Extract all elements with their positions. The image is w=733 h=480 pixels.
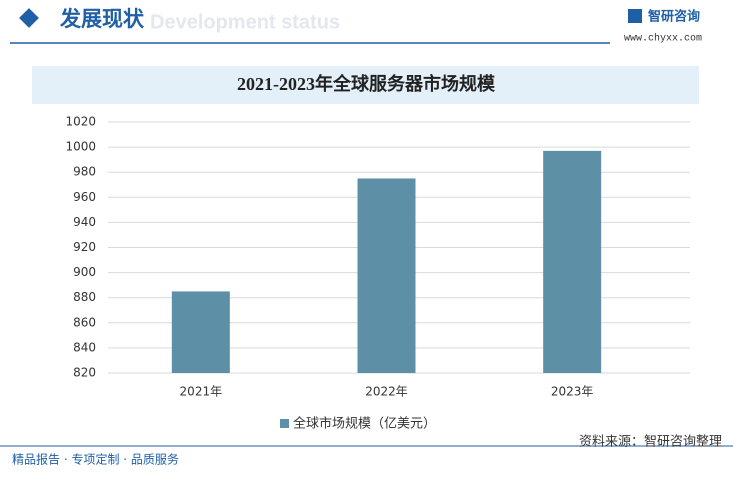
- bar: [543, 150, 602, 373]
- x-tick-label: 2023年: [551, 385, 594, 399]
- footer-slogan: 精品报告 · 专项定制 · 品质服务: [12, 452, 179, 467]
- y-tick-label: 880: [73, 290, 96, 304]
- y-tick-label: 920: [73, 240, 96, 254]
- bar: [171, 291, 230, 373]
- footer-source: 资料来源：智研咨询整理: [579, 435, 722, 450]
- brand: 智研咨询: [648, 9, 700, 25]
- legend-swatch: [280, 419, 289, 428]
- x-tick-label: 2022年: [365, 385, 408, 399]
- y-tick-label: 900: [73, 265, 96, 279]
- header-title: 发展现状: [59, 7, 145, 31]
- y-tick-label: 1000: [65, 140, 96, 154]
- x-tick-label: 2021年: [180, 385, 223, 399]
- header-subtitle: Development status: [150, 11, 340, 33]
- bar: [357, 178, 416, 373]
- y-tick-label: 940: [73, 215, 96, 229]
- url: www.chyxx.com: [624, 33, 702, 45]
- y-tick-label: 820: [73, 366, 96, 380]
- y-tick-label: 840: [73, 340, 96, 354]
- y-tick-label: 960: [73, 190, 96, 204]
- y-tick-label: 860: [73, 315, 96, 329]
- chart-title: 2021-2023年全球服务器市场规模: [237, 73, 496, 94]
- logo: [628, 9, 642, 23]
- legend-label: 全球市场规模（亿美元）: [293, 416, 436, 432]
- y-tick-label: 1020: [65, 115, 96, 129]
- title-box: [32, 66, 699, 104]
- y-tick-label: 980: [73, 165, 96, 179]
